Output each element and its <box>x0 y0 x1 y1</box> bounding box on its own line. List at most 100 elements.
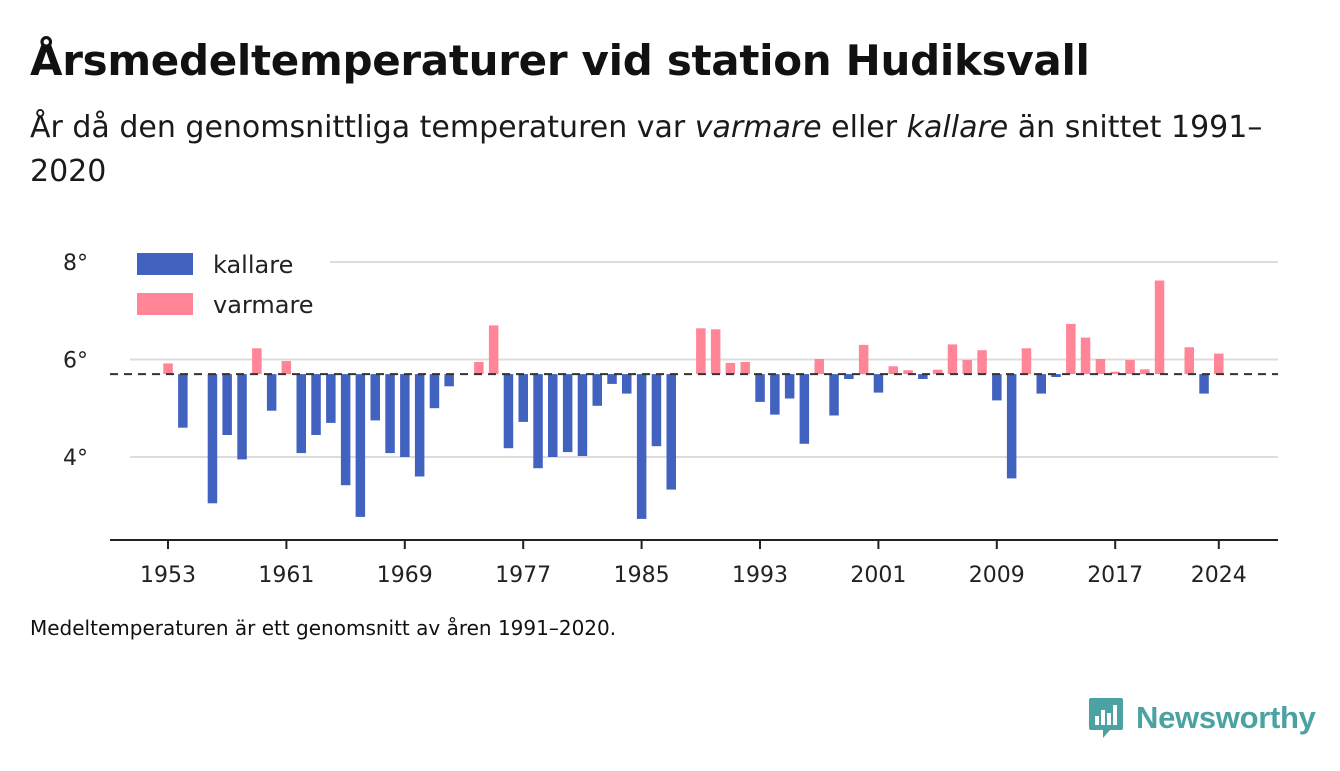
subtitle-text-1: År då den genomsnittliga temperaturen va… <box>30 110 695 145</box>
bar-1992 <box>740 361 750 375</box>
bar-1960 <box>266 374 277 411</box>
bar-2019 <box>1140 369 1150 375</box>
bar-1963 <box>311 374 321 435</box>
subtitle-warmer: varmare <box>694 110 822 145</box>
x-tick-label: 2009 <box>969 563 1025 588</box>
y-tick-label: 8° <box>63 251 88 276</box>
bar-1986 <box>651 374 662 447</box>
y-tick-label: 6° <box>63 349 88 374</box>
bar-1971 <box>429 374 440 409</box>
bar-1966 <box>355 374 366 517</box>
bar-2020 <box>1154 280 1165 375</box>
subtitle-text-3: än snittet 1991–2020 <box>30 110 1263 189</box>
x-tick-label: 2024 <box>1191 563 1247 588</box>
y-axis-tick-labels: 4° 6° 8° <box>63 251 88 471</box>
bar-1964 <box>326 374 336 423</box>
bar-2015 <box>1080 337 1091 375</box>
bar-2016 <box>1095 359 1106 375</box>
legend-swatch-warmer <box>137 293 193 315</box>
legend-label-colder: kallare <box>213 251 293 279</box>
x-axis-ticks: 1953 1961 1969 1977 1985 1993 2001 2009 2017 2024 <box>140 540 1247 588</box>
bar-1974 <box>474 361 484 375</box>
x-tick-label: 1993 <box>732 563 788 588</box>
bar-1970 <box>414 374 425 477</box>
bar-1987 <box>666 374 676 490</box>
bar-2007 <box>962 360 972 375</box>
bar-1997 <box>814 359 824 375</box>
x-tick-label: 1977 <box>495 563 551 588</box>
bar-1993 <box>755 374 765 402</box>
bar-2024 <box>1214 353 1224 375</box>
brand-logo: Newsworthy <box>1088 696 1316 740</box>
brand-name: Newsworthy <box>1136 700 1316 735</box>
bar-1990 <box>710 329 721 375</box>
bar-1972 <box>444 374 454 387</box>
bar-1998 <box>829 374 839 416</box>
bar-1957 <box>222 374 232 435</box>
bar-2014 <box>1066 323 1076 375</box>
bar-1981 <box>577 374 588 456</box>
subtitle-text-2: eller <box>821 110 907 145</box>
footnote: Medeltemperaturen är ett genomsnitt av å… <box>30 616 617 640</box>
bar-1961 <box>281 361 292 375</box>
chart-subtitle: År då den genomsnittliga temperaturen va… <box>30 106 1270 194</box>
bar-1969 <box>400 374 410 457</box>
bar-2023 <box>1199 374 1209 394</box>
bar-1958 <box>237 374 247 460</box>
bar-2005 <box>932 369 943 375</box>
bar-1959 <box>252 348 262 375</box>
subtitle-colder: kallare <box>906 110 1009 145</box>
bar-2018 <box>1125 360 1135 375</box>
bar-1982 <box>592 374 602 406</box>
bar-1996 <box>799 374 810 444</box>
bar-1978 <box>533 374 543 469</box>
bar-2008 <box>977 350 987 375</box>
x-tick-label: 2017 <box>1087 563 1143 588</box>
bar-1965 <box>340 374 351 486</box>
bar-1977 <box>518 374 528 422</box>
bar-1954 <box>178 374 188 428</box>
bar-chart-speech-bubble-icon <box>1089 698 1123 738</box>
bar-2009 <box>992 374 1002 401</box>
bar-1985 <box>636 374 647 519</box>
bar-2010 <box>1006 374 1017 479</box>
bar-2002 <box>888 366 898 375</box>
bar-2013 <box>1051 374 1061 377</box>
bar-2006 <box>947 344 958 375</box>
bar-2003 <box>903 370 913 375</box>
bar-1984 <box>622 374 632 394</box>
x-tick-label: 2001 <box>850 563 906 588</box>
bar-1995 <box>784 374 795 399</box>
bar-1968 <box>385 374 395 454</box>
bar-1975 <box>488 325 499 375</box>
bar-1979 <box>548 374 558 457</box>
bar-2000 <box>858 344 869 375</box>
bar-1967 <box>370 374 380 421</box>
x-tick-label: 1961 <box>258 563 314 588</box>
bar-2001 <box>873 374 884 393</box>
y-tick-label: 4° <box>63 446 88 471</box>
legend-label-warmer: varmare <box>213 291 314 319</box>
bar-2004 <box>918 374 928 379</box>
bar-1976 <box>503 374 514 449</box>
bar-1962 <box>296 374 306 454</box>
bar-1994 <box>770 374 780 415</box>
bar-1991 <box>725 362 736 375</box>
bar-1980 <box>562 374 573 453</box>
x-tick-label: 1953 <box>140 563 196 588</box>
bar-1953 <box>163 363 173 375</box>
bar-2017 <box>1110 371 1120 375</box>
legend-swatch-colder <box>137 253 193 275</box>
x-tick-label: 1969 <box>377 563 433 588</box>
bar-1999 <box>844 374 854 379</box>
bar-2011 <box>1021 348 1032 375</box>
bar-2012 <box>1036 374 1046 394</box>
bar-1989 <box>696 328 706 375</box>
legend: kallare varmare <box>128 244 330 330</box>
chart-title: Årsmedeltemperaturer vid station Hudiksv… <box>30 36 1090 85</box>
bar-1956 <box>207 374 218 504</box>
bar-1983 <box>607 374 617 384</box>
bars <box>163 280 1224 519</box>
x-tick-label: 1985 <box>614 563 670 588</box>
